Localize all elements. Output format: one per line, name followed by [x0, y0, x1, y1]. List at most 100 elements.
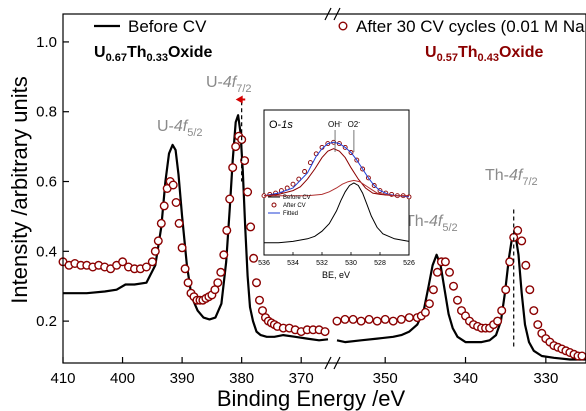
series-after-cv-point [213, 278, 223, 288]
main-series-layer [58, 114, 586, 361]
series-after-cv-point [380, 314, 390, 324]
series-after-cv-point [432, 267, 442, 277]
inset-marker-label: OH- [328, 120, 342, 129]
series-after-cv-point [404, 313, 414, 323]
series-after-cv-point [156, 218, 166, 228]
x-tick-label: 340 [453, 370, 478, 387]
inset-marker-label: O2- [348, 120, 361, 129]
legend: Before CV After 30 CV cycles (0.01 M NaC… [94, 17, 586, 36]
peak-label-th4f52: Th-4f5/2 [405, 213, 458, 234]
series-after-cv-point [222, 225, 232, 235]
series-after-cv-point [243, 187, 253, 197]
series-after-cv-point [501, 285, 511, 295]
series-after-cv-point [372, 316, 382, 326]
x-tick-label: 350 [373, 370, 398, 387]
series-after-cv-point [153, 236, 163, 246]
inset-legend-fitted-label: Fitted [283, 211, 298, 217]
series-after-cv-point [453, 295, 463, 305]
inset-x-ticks: 536 534 532 530 528 526 [258, 252, 415, 267]
series-after-cv-point [440, 257, 450, 267]
series-after-cv-point [449, 281, 459, 291]
series-after-cv-point [332, 316, 342, 326]
legend-before-label: Before CV [128, 17, 207, 36]
inset-legend-before-label: Before CV [283, 195, 311, 201]
x-tick-label: 330 [533, 370, 558, 387]
inset-x-tick-label: 534 [287, 260, 299, 267]
series-after-cv-point [159, 201, 169, 211]
inset-x-tick-label: 536 [258, 260, 270, 267]
peak-label-th4f72: Th-4f7/2 [485, 167, 538, 188]
series-after-cv-point [216, 267, 226, 277]
series-after-cv-point [445, 267, 455, 277]
series-after-cv-point [246, 222, 256, 232]
series-after-cv-point [118, 257, 128, 267]
inset-frame [263, 109, 410, 256]
after-formula-label: U0.57Th0.43Oxide [425, 44, 544, 64]
series-after-cv-point [513, 225, 523, 235]
series-after-cv-point [533, 320, 543, 330]
y-tick-label: 0.4 [36, 243, 57, 260]
inset-series-oh-component [263, 148, 409, 197]
series-after-cv-point [340, 314, 350, 324]
series-after-cv-point [219, 250, 229, 260]
inset-title: O-1s [269, 119, 293, 131]
series-after-cv-point [428, 285, 438, 295]
legend-after-label: After 30 CV cycles (0.01 M NaCl) [356, 17, 586, 36]
inset-x-tick-label: 532 [316, 260, 328, 267]
series-after-cv-point [141, 262, 151, 272]
series-after-cv-point [396, 314, 406, 324]
series-after-cv-point [577, 351, 586, 361]
series-after-cv-point [320, 327, 330, 337]
series-after-cv-point [228, 163, 238, 173]
series-after-cv-point [180, 264, 190, 274]
x-tick-label: 380 [229, 370, 254, 387]
x-tick-label: 410 [50, 370, 75, 387]
series-after-cv-point [521, 260, 531, 270]
inset-series-before-cv [264, 182, 410, 244]
inset-x-tick-label: 526 [403, 260, 415, 267]
series-after-cv-point [497, 306, 507, 316]
inset-x-tick-label: 530 [345, 260, 357, 267]
inset-series-after-cv-point [302, 169, 308, 174]
series-after-cv-point [356, 316, 366, 326]
peak-label-u4f52: U-4f5/2 [157, 118, 203, 139]
inset-peak-markers: OH- O2- [328, 120, 360, 152]
series-after-cv-point [183, 278, 193, 288]
x-tick-label: 370 [289, 370, 314, 387]
series-after-cv-point [231, 142, 241, 152]
x-tick-label: 390 [170, 370, 195, 387]
series-after-cv-point [225, 194, 235, 204]
series-after-cv-point [147, 257, 157, 267]
y-tick-label: 0.8 [36, 104, 57, 121]
peak-markers [235, 95, 515, 350]
series-after-cv-point [251, 278, 261, 288]
y-axis-ticks: 0.2 0.4 0.6 0.8 1.0 [36, 34, 69, 330]
series-after-cv-point [517, 236, 527, 246]
y-tick-label: 0.6 [36, 174, 57, 191]
inset-series-layer [261, 139, 412, 244]
series-before-cv-line-0 [63, 114, 329, 342]
inset-plot: 536 534 532 530 528 526 O-1s BE, eV OH- O2- Be… [258, 109, 415, 280]
series-before-cv-line-1 [336, 232, 586, 361]
inset-series-o2-component [264, 179, 409, 197]
inset-legend-after-label: After CV [283, 203, 306, 209]
series-after-cv-point [150, 246, 160, 256]
inset-x-tick-label: 528 [374, 260, 386, 267]
y-axis-label: Intensity /arbitrary units [7, 76, 32, 303]
x-axis-label: Binding Energy /eV [217, 386, 406, 411]
series-after-cv-point [420, 307, 430, 317]
series-after-cv-point [388, 316, 398, 326]
series-after-cv-point [424, 299, 434, 309]
before-formula-label: U0.67Th0.33Oxide [94, 44, 213, 64]
series-after-cv-point [171, 197, 181, 207]
series-after-cv-point [254, 295, 264, 305]
peak-label-u4f72: U-4f7/2 [206, 74, 252, 95]
series-after-cv-point [348, 314, 358, 324]
plot-frame [62, 13, 586, 364]
inset-x-label: BE, eV [322, 270, 350, 280]
series-after-cv-point [364, 314, 374, 324]
series-after-cv-point [525, 285, 535, 295]
legend-after-swatch [338, 21, 348, 31]
y-tick-label: 0.2 [36, 313, 57, 330]
